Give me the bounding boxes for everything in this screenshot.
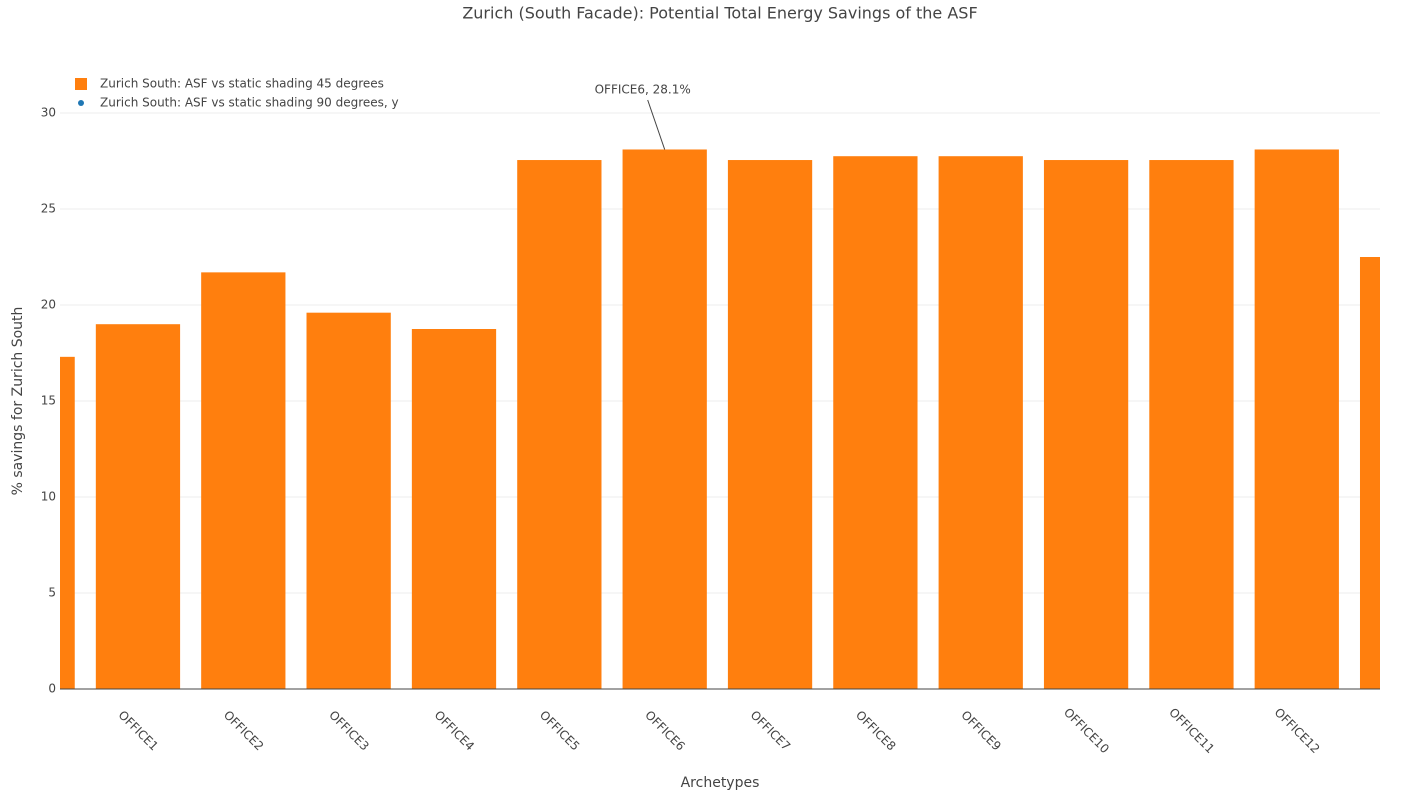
bar [1149, 160, 1234, 690]
bar [938, 156, 1023, 689]
bar [1043, 160, 1129, 690]
bar [622, 149, 707, 690]
bar [517, 160, 602, 690]
x-tick-label: OFFICE10 [1061, 705, 1112, 756]
annotation-arrow [647, 99, 666, 150]
y-tick-label: 30 [41, 106, 56, 120]
x-tick-label: OFFICE8 [853, 708, 899, 754]
bar [727, 160, 813, 690]
x-tick-label: OFFICE5 [537, 708, 583, 754]
y-tick-label: 20 [41, 298, 56, 312]
bar [411, 329, 497, 689]
x-tick-label: OFFICE6 [642, 708, 688, 754]
chart-title: Zurich (South Facade): Potential Total E… [462, 4, 977, 23]
x-tick-label: OFFICE12 [1272, 705, 1323, 756]
plot-area [60, 149, 1380, 690]
y-axis-title: % savings for Zurich South [10, 307, 26, 496]
x-tick-label: OFFICE9 [958, 708, 1004, 754]
bar [201, 272, 286, 689]
legend-swatch [75, 78, 87, 90]
y-tick-label: 5 [48, 586, 56, 600]
bar [306, 312, 391, 689]
x-tick-label: OFFICE1 [116, 708, 162, 754]
x-tick-label: OFFICE4 [432, 708, 478, 754]
annotation: OFFICE6, 28.1% [595, 83, 691, 97]
bar [60, 356, 75, 689]
x-tick-label: OFFICE7 [748, 708, 794, 754]
y-tick-label: 25 [41, 202, 56, 216]
y-tick-label: 0 [48, 682, 56, 696]
y-tick-label: 10 [41, 490, 56, 504]
y-tick-label: 15 [41, 394, 56, 408]
bar [95, 324, 181, 689]
legend-swatch [78, 100, 84, 106]
bar [1359, 257, 1380, 689]
x-axis-title: Archetypes [681, 775, 760, 791]
legend-label: Zurich South: ASF vs static shading 90 d… [100, 96, 399, 110]
bar [1254, 149, 1339, 690]
x-tick-label: OFFICE3 [326, 708, 372, 754]
legend-label: Zurich South: ASF vs static shading 45 d… [100, 77, 384, 91]
x-tick-label: OFFICE2 [221, 708, 267, 754]
x-tick-label: OFFICE11 [1166, 705, 1217, 756]
bar [833, 156, 918, 689]
